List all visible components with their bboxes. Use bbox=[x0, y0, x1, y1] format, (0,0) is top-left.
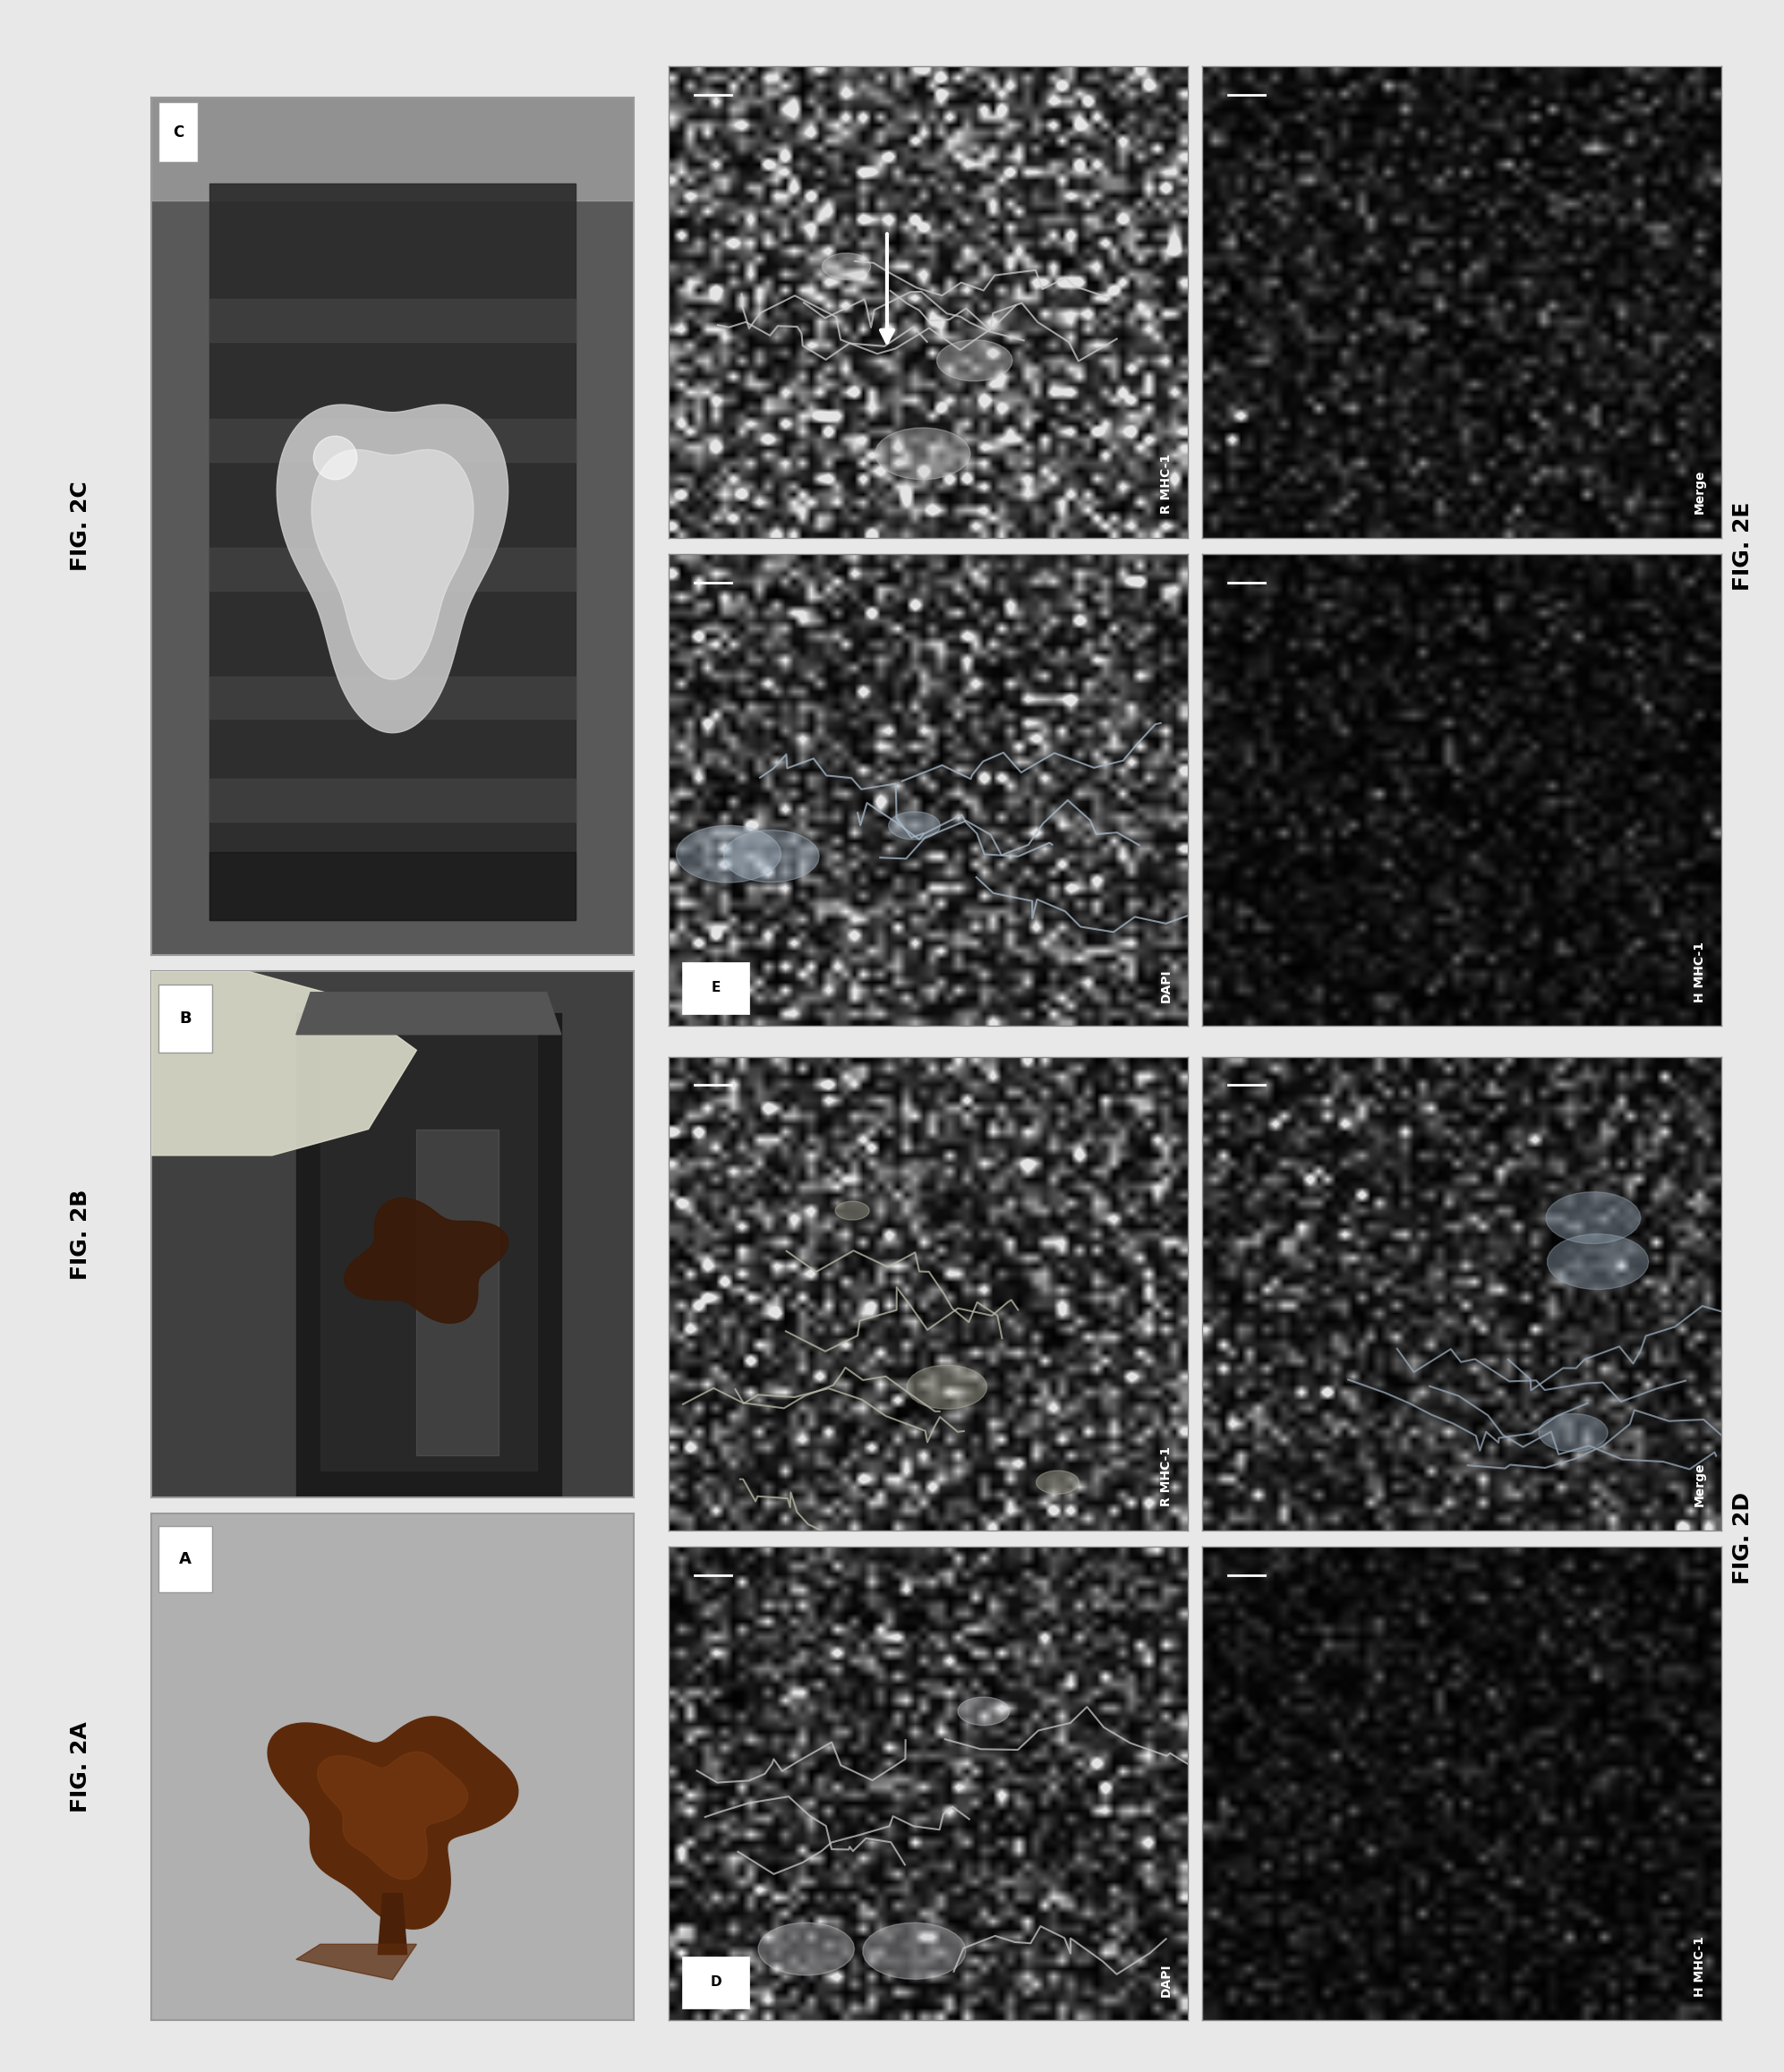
Polygon shape bbox=[321, 1034, 537, 1471]
Polygon shape bbox=[209, 547, 576, 591]
Polygon shape bbox=[888, 812, 940, 839]
Polygon shape bbox=[876, 427, 970, 479]
Polygon shape bbox=[209, 298, 576, 342]
Polygon shape bbox=[1037, 1471, 1079, 1494]
Text: FIG. 2D: FIG. 2D bbox=[1732, 1492, 1754, 1585]
Polygon shape bbox=[296, 1944, 416, 1979]
Text: R MHC-1: R MHC-1 bbox=[1160, 1446, 1172, 1506]
Polygon shape bbox=[318, 1753, 467, 1879]
Polygon shape bbox=[758, 1923, 855, 1975]
Polygon shape bbox=[863, 1923, 965, 1979]
Text: E: E bbox=[712, 982, 721, 995]
Polygon shape bbox=[268, 1716, 517, 1929]
Polygon shape bbox=[1547, 1235, 1648, 1289]
Polygon shape bbox=[958, 1697, 1010, 1726]
Text: H MHC-1: H MHC-1 bbox=[1693, 1935, 1706, 1997]
Polygon shape bbox=[378, 1894, 407, 1954]
Text: H MHC-1: H MHC-1 bbox=[1693, 941, 1706, 1003]
Text: DAPI: DAPI bbox=[1160, 1962, 1172, 1997]
Polygon shape bbox=[209, 852, 576, 920]
Polygon shape bbox=[676, 825, 781, 883]
Polygon shape bbox=[277, 404, 508, 733]
Polygon shape bbox=[906, 1365, 987, 1409]
Polygon shape bbox=[209, 419, 576, 462]
Polygon shape bbox=[1547, 1191, 1641, 1243]
Polygon shape bbox=[296, 1013, 560, 1498]
Polygon shape bbox=[835, 1202, 869, 1220]
Polygon shape bbox=[822, 253, 871, 280]
Polygon shape bbox=[152, 97, 633, 201]
Text: Merge: Merge bbox=[1693, 1463, 1706, 1506]
Polygon shape bbox=[209, 675, 576, 719]
Text: FIG. 2E: FIG. 2E bbox=[1732, 501, 1754, 591]
Polygon shape bbox=[152, 972, 416, 1156]
FancyBboxPatch shape bbox=[159, 102, 198, 162]
Polygon shape bbox=[344, 1198, 508, 1324]
Text: D: D bbox=[710, 1975, 721, 1989]
Text: FIG. 2C: FIG. 2C bbox=[70, 481, 91, 572]
Polygon shape bbox=[1540, 1413, 1607, 1452]
Polygon shape bbox=[296, 992, 560, 1034]
Text: R MHC-1: R MHC-1 bbox=[1160, 454, 1172, 514]
Polygon shape bbox=[724, 831, 819, 883]
FancyBboxPatch shape bbox=[159, 1527, 212, 1591]
Text: FIG. 2B: FIG. 2B bbox=[70, 1189, 91, 1280]
Polygon shape bbox=[937, 340, 1012, 381]
Polygon shape bbox=[209, 184, 576, 920]
FancyBboxPatch shape bbox=[159, 984, 212, 1053]
Text: C: C bbox=[173, 124, 184, 141]
Polygon shape bbox=[416, 1129, 498, 1455]
Text: FIG. 2A: FIG. 2A bbox=[70, 1722, 91, 1813]
Text: Merge: Merge bbox=[1693, 470, 1706, 514]
Polygon shape bbox=[312, 450, 473, 680]
FancyBboxPatch shape bbox=[681, 1956, 749, 2008]
Text: DAPI: DAPI bbox=[1160, 968, 1172, 1003]
Polygon shape bbox=[209, 779, 576, 823]
FancyBboxPatch shape bbox=[681, 961, 749, 1013]
Text: B: B bbox=[178, 1011, 191, 1028]
Text: A: A bbox=[178, 1552, 191, 1566]
